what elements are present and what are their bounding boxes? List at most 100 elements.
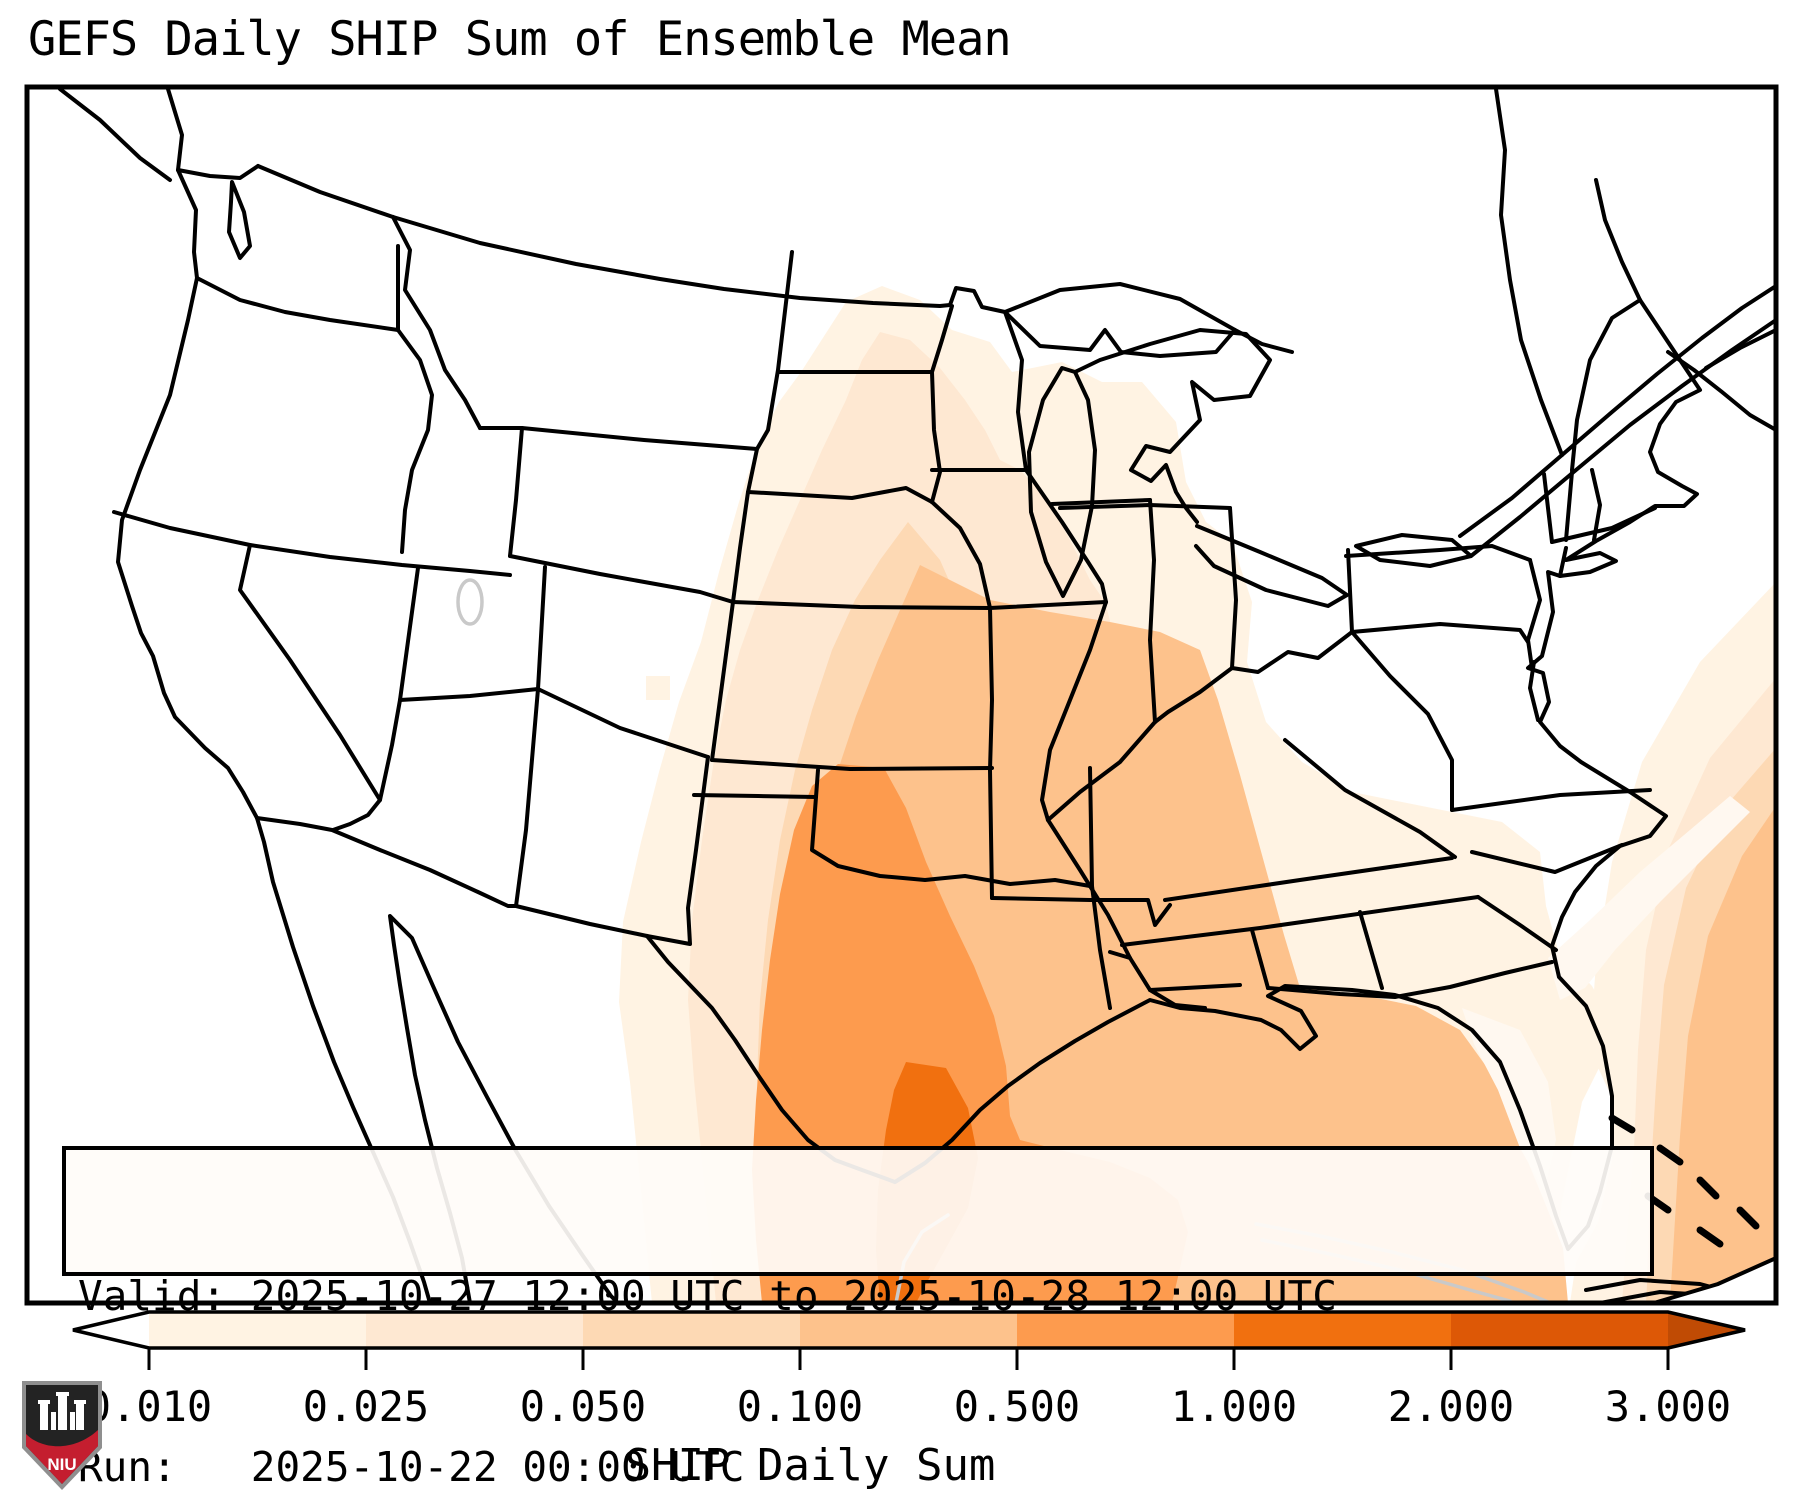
valid-time-line: Valid: 2025-10-27 12:00 UTC to 2025-10-2… — [78, 1272, 1337, 1320]
nova-scotia-coast — [1666, 350, 1774, 432]
pa-oh-border — [1346, 548, 1354, 634]
niu-castle-icon — [38, 1392, 86, 1430]
colorbar — [72, 1310, 1746, 1370]
ct-ny-border — [1558, 546, 1568, 578]
colorbar-segment-4 — [800, 1312, 1017, 1348]
ship-filled-contours — [619, 286, 1774, 1301]
ar-la-border — [1108, 950, 1132, 960]
niu-logo: NIU — [22, 1381, 102, 1490]
bay-of-fundy — [1704, 328, 1774, 370]
colorbar-segment-1 — [149, 1312, 366, 1348]
projection-edge-line — [1653, 1256, 1774, 1301]
ut-az-border — [398, 687, 540, 702]
colorbar-tick-label: 3.000 — [1604, 1382, 1732, 1431]
colorbar-tick-label: 2.000 — [1387, 1382, 1515, 1431]
nv-ut-border — [398, 566, 420, 702]
az-nm-border — [514, 687, 540, 908]
la-ms-border — [1148, 983, 1242, 992]
lake-huron — [1073, 328, 1272, 524]
ottawa-river — [1494, 89, 1564, 457]
niu-logo-text: NIU — [47, 1455, 76, 1474]
wv-va-border — [1350, 630, 1454, 812]
great-salt-lake — [456, 578, 484, 626]
colorbar-ticks — [147, 1348, 1670, 1370]
fl-north-border — [1266, 960, 1554, 999]
vancouver-island — [58, 89, 172, 182]
mo-west-border — [988, 606, 994, 900]
parallel-42n — [112, 510, 512, 577]
red-river-tx-ok — [810, 795, 1092, 888]
juan-de-fuca-strait — [176, 164, 260, 180]
colorbar-over-arrow — [1668, 1312, 1745, 1348]
mi-south-border — [1058, 503, 1232, 510]
lake-superior — [1003, 282, 1237, 358]
map-frame — [24, 84, 1779, 1306]
al-ga-border — [1358, 910, 1384, 990]
ut-co-border — [536, 565, 547, 691]
tx-la-border — [1090, 884, 1112, 1010]
ky-tn-border — [1163, 856, 1454, 902]
ocean-contour-0.100 — [1670, 808, 1774, 1301]
mississippi-river-upper — [1024, 468, 1108, 604]
missouri-river-ne — [930, 500, 992, 610]
map-interior — [29, 89, 1774, 1301]
mississippi-river-middle — [1040, 600, 1108, 822]
lake-michigan — [1027, 366, 1097, 598]
nm-tx-border — [645, 755, 710, 946]
in-oh-border — [1228, 506, 1238, 670]
sd-east-border — [930, 370, 942, 504]
id-mt-border — [391, 215, 482, 430]
lake-erie — [1194, 524, 1349, 608]
colorbar-under-arrow — [73, 1312, 149, 1348]
colorbar-segment-3 — [583, 1312, 800, 1348]
mt-south-border — [478, 426, 759, 451]
wa-or-border — [195, 276, 400, 332]
valid-run-info-box: Valid: 2025-10-27 12:00 UTC to 2025-10-2… — [62, 1146, 1654, 1491]
colorbar-tick-label: 0.050 — [519, 1382, 647, 1431]
co-ks-border — [710, 600, 735, 762]
ok-ar-border — [1088, 766, 1094, 888]
ohio-river — [1046, 630, 1354, 822]
colorbar-segment-2 — [366, 1312, 583, 1348]
colorbar-tick-label: 0.025 — [302, 1382, 430, 1431]
colorbar-axis-label: SHIP Daily Sum — [624, 1440, 996, 1491]
coast-and-state-borders — [58, 89, 1774, 1301]
mo-ar-border — [990, 896, 1172, 927]
colorbar-tick-label: 0.500 — [953, 1382, 1081, 1431]
sc-nc-border — [1470, 843, 1624, 874]
page-title: GEFS Daily SHIP Sum of Ensemble Mean — [28, 12, 1012, 67]
nd-mn-red-river — [930, 304, 954, 374]
or-id-border — [396, 328, 434, 554]
contour-speck-colorado — [646, 676, 670, 700]
new-mexico-south-border — [514, 904, 649, 938]
nj-pa-delaware-river — [1526, 558, 1542, 670]
ks-ok-border — [710, 758, 994, 771]
co-south-border — [536, 687, 710, 759]
mexico-border — [255, 816, 518, 908]
colorbar-segment-7 — [1451, 1312, 1668, 1348]
niu-swoosh — [26, 1430, 98, 1484]
nv-az-border — [378, 698, 402, 802]
run-time-line: Run: 2025-10-22 00:00 UTC — [78, 1443, 745, 1491]
ne-ks-border — [731, 600, 992, 610]
puget-sound — [227, 180, 252, 260]
wi-il-border — [1050, 498, 1152, 506]
pa-md-border — [1350, 622, 1530, 644]
coastal-gap-carolinas — [1548, 796, 1750, 1000]
colorbar-tick-label: 1.000 — [1170, 1382, 1298, 1431]
maine-new-brunswick-border — [1594, 178, 1642, 302]
tn-south-border — [1120, 895, 1480, 947]
colorbar-segment-6 — [1234, 1312, 1451, 1348]
st-lawrence-north-shore — [1458, 284, 1774, 538]
ok-panhandle — [692, 768, 820, 799]
parallel-41n — [508, 554, 735, 604]
ny-vt-border — [1542, 472, 1554, 544]
wy-west-border — [508, 426, 524, 558]
maine-west-border — [1570, 298, 1642, 472]
ms-al-border — [1250, 928, 1270, 990]
sd-ne-border — [746, 486, 934, 504]
mn-st-croix — [1003, 310, 1028, 472]
colorbar-tick-label: 0.100 — [736, 1382, 864, 1431]
